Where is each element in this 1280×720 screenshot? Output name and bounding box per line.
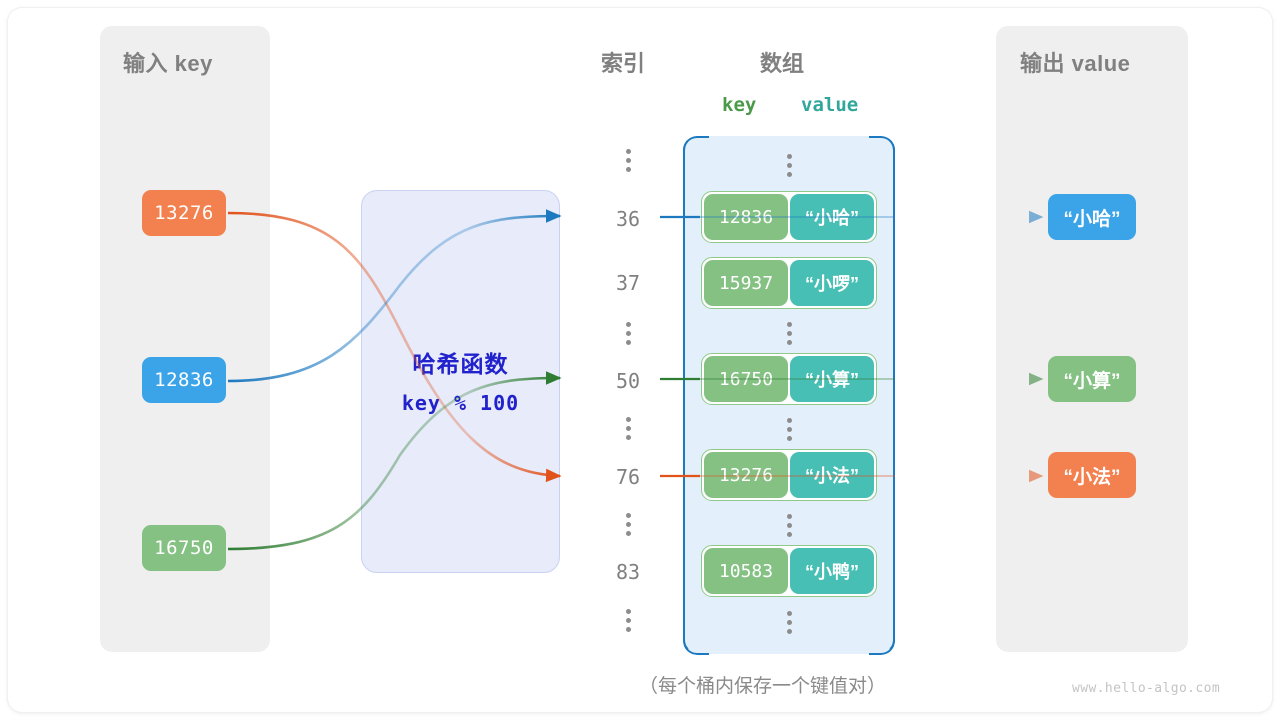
index-ellipsis-1 [598, 322, 658, 345]
dot [786, 523, 792, 528]
index-label-36: 36 [615, 207, 641, 231]
hash-function-box [361, 190, 560, 573]
dot [625, 149, 631, 154]
dot [786, 514, 792, 519]
dot [786, 427, 792, 432]
dot [625, 158, 631, 163]
site-watermark: www.hello-algo.com [1072, 681, 1221, 696]
dot [786, 154, 792, 159]
output-value-chip-0-label: “小哈” [1063, 208, 1121, 230]
dot [786, 620, 792, 625]
array-key-heading: key [722, 94, 757, 116]
bucket-row-76: 13276 “小法” [701, 449, 877, 501]
output-value-chip-1-label: “小算” [1063, 370, 1121, 392]
dot [625, 522, 631, 527]
array-ellipsis-0 [759, 154, 819, 177]
hash-function-expression: key % 100 [401, 391, 520, 415]
hash-function-title: 哈希函数 [412, 351, 509, 377]
bucket-value-50: “小算” [790, 356, 874, 402]
output-value-chip-1: “小算” [1048, 356, 1136, 402]
dot [786, 331, 792, 336]
bucket-row-37: 15937 “小啰” [701, 257, 877, 309]
dot [786, 436, 792, 441]
output-value-chip-0: “小哈” [1048, 194, 1136, 240]
bucket-value-37: “小啰” [790, 260, 874, 306]
bucket-value-83: “小鸭” [790, 548, 874, 594]
index-column-heading: 索引 [601, 51, 646, 76]
output-value-panel [996, 26, 1188, 652]
index-ellipsis-2 [598, 417, 658, 440]
bucket-key-76: 13276 [704, 452, 788, 498]
array-ellipsis-4 [759, 611, 819, 634]
dot [786, 340, 792, 345]
input-key-chip-1: 12836 [142, 357, 226, 403]
input-key-chip-2-label: 16750 [154, 537, 214, 559]
bucket-key-36: 12836 [704, 194, 788, 240]
dot [625, 426, 631, 431]
index-label-83: 83 [615, 560, 641, 584]
array-ellipsis-3 [759, 514, 819, 537]
input-key-panel-title: 输入 key [123, 51, 213, 76]
array-ellipsis-1 [759, 322, 819, 345]
dot [625, 531, 631, 536]
bucket-key-83: 10583 [704, 548, 788, 594]
dot [625, 167, 631, 172]
index-ellipsis-3 [598, 513, 658, 536]
output-value-chip-2: “小法” [1048, 452, 1136, 498]
dot [786, 322, 792, 327]
dot [625, 435, 631, 440]
index-label-76: 76 [615, 465, 641, 489]
dot [786, 629, 792, 634]
input-key-chip-1-label: 12836 [154, 369, 214, 391]
dot [625, 417, 631, 422]
output-value-panel-title: 输出 value [1020, 51, 1131, 76]
array-column-heading: 数组 [760, 51, 805, 76]
diagram-caption: （每个桶内保存一个键值对） [639, 676, 887, 697]
dot [625, 322, 631, 327]
bucket-value-76: “小法” [790, 452, 874, 498]
input-key-chip-0: 13276 [142, 190, 226, 236]
dot [786, 532, 792, 537]
dot [625, 340, 631, 345]
dot [786, 163, 792, 168]
index-label-50: 50 [615, 369, 641, 393]
dot [625, 513, 631, 518]
input-key-chip-0-label: 13276 [154, 202, 214, 224]
bucket-key-50: 16750 [704, 356, 788, 402]
index-label-37: 37 [615, 271, 641, 295]
dot [625, 627, 631, 632]
dot [786, 611, 792, 616]
dot [786, 418, 792, 423]
array-ellipsis-2 [759, 418, 819, 441]
input-key-chip-2: 16750 [142, 525, 226, 571]
bucket-key-37: 15937 [704, 260, 788, 306]
bucket-row-50: 16750 “小算” [701, 353, 877, 405]
index-ellipsis-0 [598, 149, 658, 172]
bucket-value-36: “小哈” [790, 194, 874, 240]
index-ellipsis-4 [598, 609, 658, 632]
array-value-heading: value [801, 94, 859, 116]
bucket-row-36: 12836 “小哈” [701, 191, 877, 243]
dot [625, 331, 631, 336]
dot [786, 172, 792, 177]
output-value-chip-2-label: “小法” [1063, 466, 1121, 488]
dot [625, 618, 631, 623]
bucket-row-83: 10583 “小鸭” [701, 545, 877, 597]
dot [625, 609, 631, 614]
